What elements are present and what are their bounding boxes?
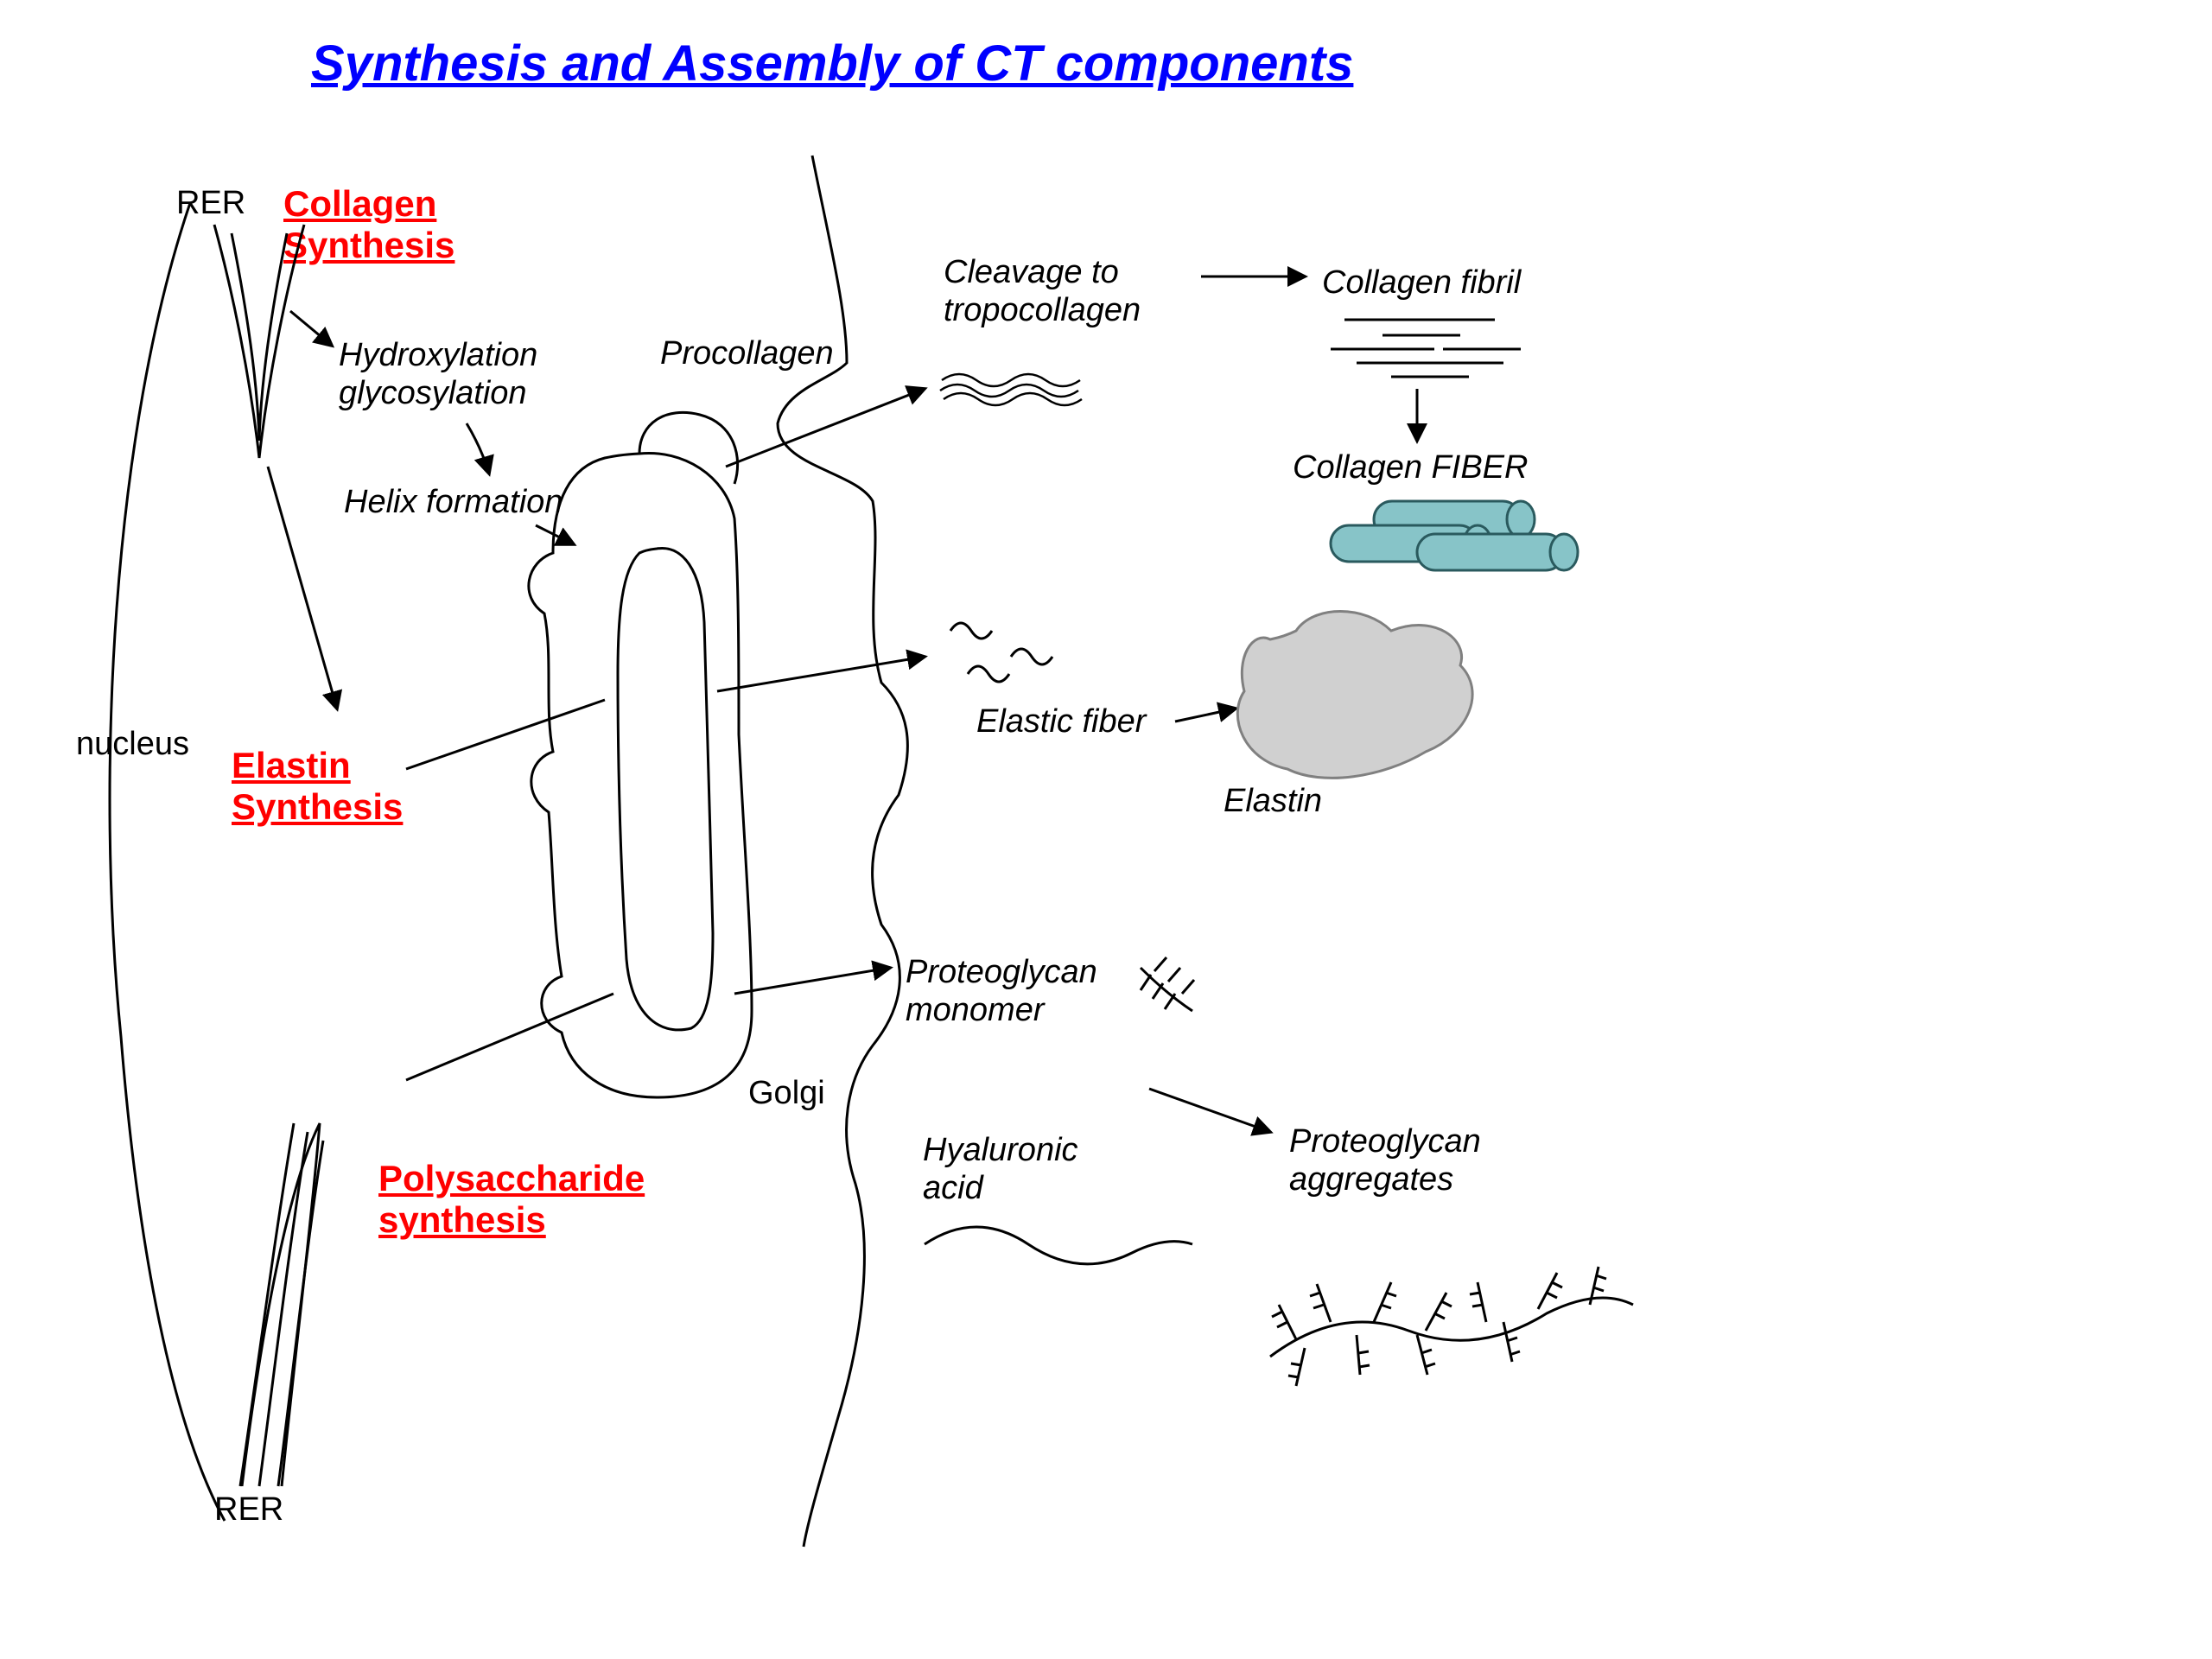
rer-top — [214, 225, 304, 458]
golgi — [529, 412, 752, 1097]
diagram-svg — [0, 0, 2212, 1659]
tropocollagen-icon — [940, 374, 1082, 405]
elastin-blob-icon — [1237, 612, 1472, 779]
proteoglycan-aggregates-icon — [1270, 1267, 1633, 1386]
collagen-fibril-icon — [1331, 320, 1521, 377]
proteoglycan-monomer-icon — [1141, 957, 1194, 1011]
hyaluronic-icon — [925, 1227, 1192, 1264]
collagen-fiber-icon — [1331, 501, 1578, 570]
rer-bottom — [240, 1123, 323, 1486]
nucleus-membrane — [110, 203, 225, 1521]
cell-membrane-top — [778, 156, 907, 1547]
elastic-fiber-icon — [950, 623, 1052, 682]
